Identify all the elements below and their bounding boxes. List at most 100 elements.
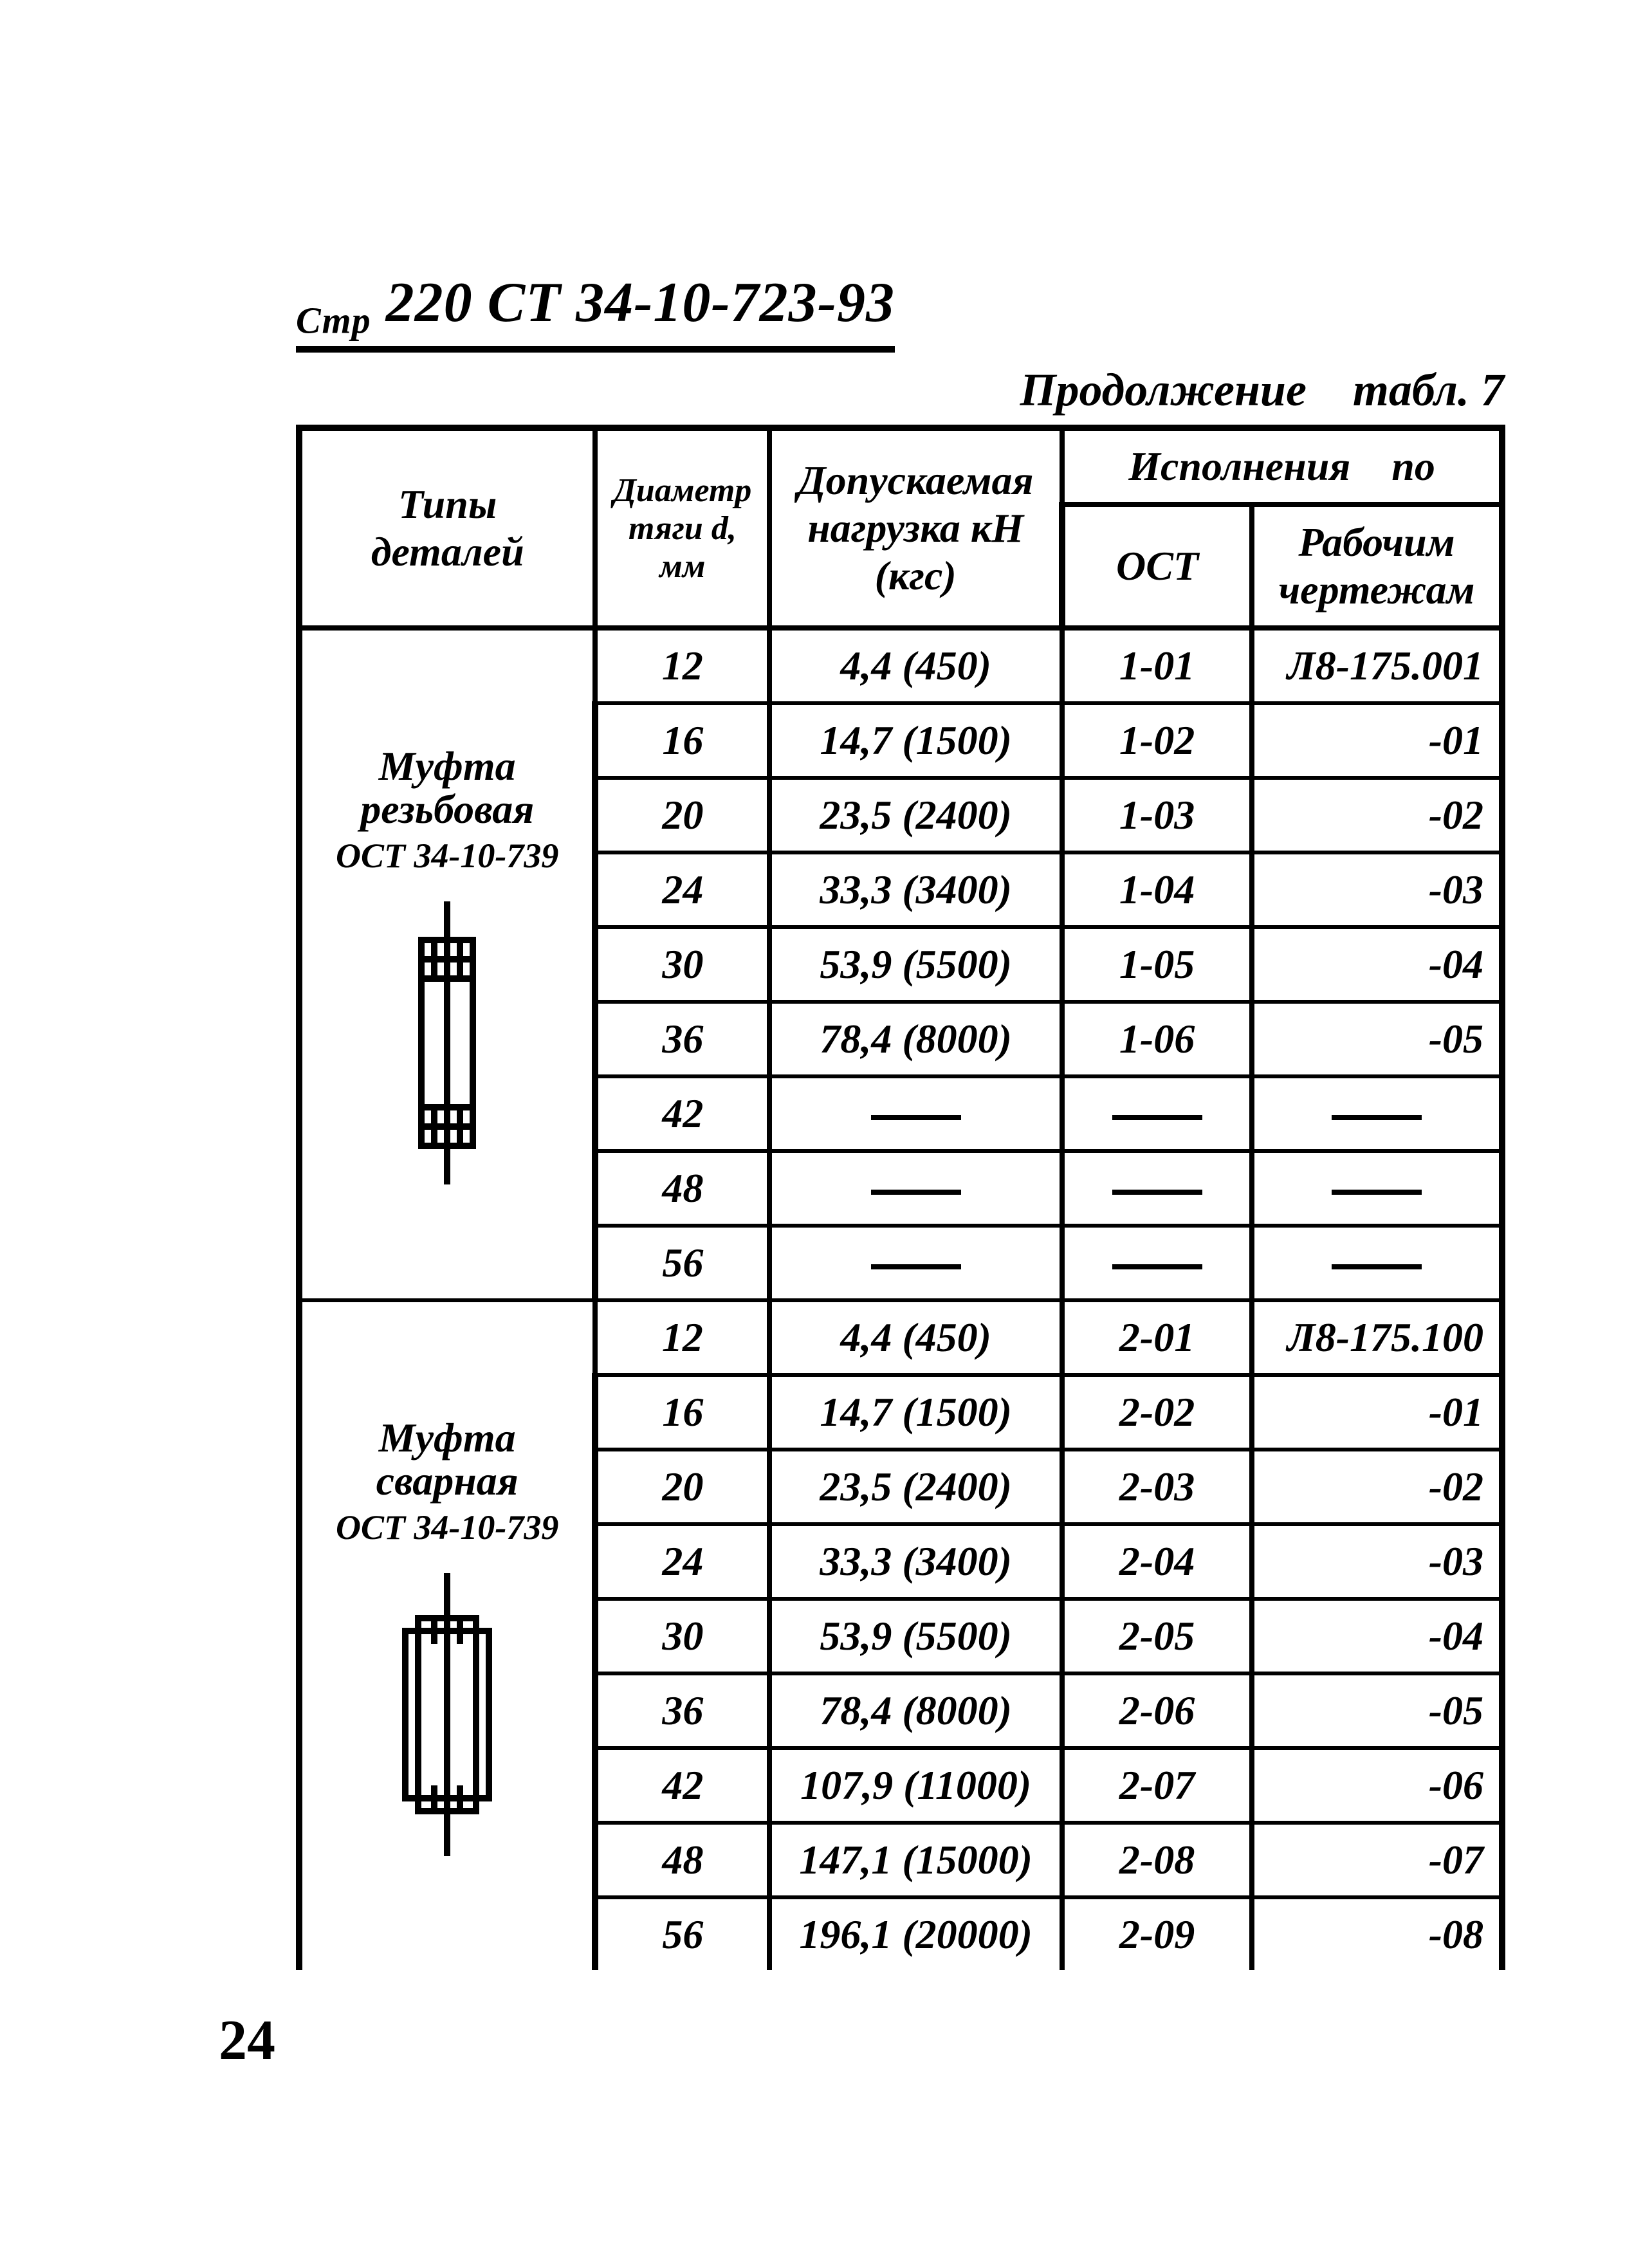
table-cell: 1-06: [1062, 1002, 1252, 1076]
table-cell: 107,9 (11000): [769, 1748, 1062, 1823]
table-cell: 36: [595, 1002, 769, 1076]
table-cell: -01: [1252, 1375, 1502, 1450]
dash-icon: [1112, 1190, 1202, 1195]
col-header-load: Допускаемая нагрузка кН (кгс): [769, 428, 1062, 628]
table-cell: 2-09: [1062, 1897, 1252, 1970]
page-header: Стр 220 СТ 34-10-723-93: [296, 270, 895, 353]
table-cell: 14,7 (1500): [769, 1375, 1062, 1450]
header-code: 220 СТ 34-10-723-93: [371, 272, 895, 334]
table-cell: 36: [595, 1673, 769, 1748]
table-cell: 56: [595, 1897, 769, 1970]
col-header-diameter: Диаметр тяги d, мм: [595, 428, 769, 628]
spec-table: Типы деталей Диаметр тяги d, мм Допускае…: [296, 425, 1505, 1970]
continuation-label: Продолжение табл. 7: [1020, 364, 1504, 417]
table-cell: 147,1 (15000): [769, 1823, 1062, 1897]
table-cell: 53,9 (5500): [769, 927, 1062, 1002]
table-cell: 53,9 (5500): [769, 1599, 1062, 1673]
dash-icon: [871, 1190, 961, 1195]
table-cell: 48: [595, 1151, 769, 1226]
table-cell: [1062, 1226, 1252, 1300]
dash-icon: [871, 1115, 961, 1120]
table-cell: 12: [595, 628, 769, 703]
table-cell: [1062, 1076, 1252, 1151]
table-cell: 14,7 (1500): [769, 703, 1062, 778]
table-cell: 1-05: [1062, 927, 1252, 1002]
table-cell: -08: [1252, 1897, 1502, 1970]
dash-icon: [1112, 1115, 1202, 1120]
table-cell: -03: [1252, 1524, 1502, 1599]
table-cell: 23,5 (2400): [769, 778, 1062, 852]
table-cell: 16: [595, 1375, 769, 1450]
dash-icon: [871, 1264, 961, 1269]
table-cell: [1062, 1151, 1252, 1226]
table-cell: 2-06: [1062, 1673, 1252, 1748]
type-title-0: Муфта резьбовая: [318, 744, 576, 831]
table-cell: 1-01: [1062, 628, 1252, 703]
table-cell: 4,4 (450): [769, 1300, 1062, 1375]
type-standard-1: ОСТ 34-10-739: [318, 1507, 576, 1547]
table-cell: 33,3 (3400): [769, 852, 1062, 927]
table-cell: -07: [1252, 1823, 1502, 1897]
table-cell: 20: [595, 778, 769, 852]
table-cell: 1-02: [1062, 703, 1252, 778]
dash-icon: [1332, 1190, 1422, 1195]
table-cell: 48: [595, 1823, 769, 1897]
table-cell: 12: [595, 1300, 769, 1375]
table-cell: 1-03: [1062, 778, 1252, 852]
table-cell: 78,4 (8000): [769, 1002, 1062, 1076]
coupling-welded-icon: [383, 1573, 511, 1856]
table-cell: 1-04: [1062, 852, 1252, 927]
dash-icon: [1112, 1264, 1202, 1269]
table-cell: -01: [1252, 703, 1502, 778]
table-cell: 42: [595, 1748, 769, 1823]
dash-icon: [1332, 1115, 1422, 1120]
table-cell: 33,3 (3400): [769, 1524, 1062, 1599]
table-cell: -05: [1252, 1673, 1502, 1748]
table-cell: -06: [1252, 1748, 1502, 1823]
table-cell: [1252, 1151, 1502, 1226]
table-cell: 2-07: [1062, 1748, 1252, 1823]
table-cell: 23,5 (2400): [769, 1450, 1062, 1524]
table-cell: [769, 1151, 1062, 1226]
col-header-drawings: Рабочим чертежам: [1252, 504, 1502, 628]
type-title-1: Муфта сварная: [318, 1416, 576, 1502]
type-cell-1: Муфта сварная ОСТ 34-10-739: [299, 1300, 595, 1970]
table-cell: -02: [1252, 778, 1502, 852]
table-cell: -05: [1252, 1002, 1502, 1076]
table-cell: 24: [595, 852, 769, 927]
table-cell: 78,4 (8000): [769, 1673, 1062, 1748]
table-cell: 42: [595, 1076, 769, 1151]
coupling-threaded-icon: [389, 901, 505, 1184]
header-prefix: Стр: [296, 300, 371, 342]
table-cell: Л8-175.001: [1252, 628, 1502, 703]
dash-icon: [1332, 1264, 1422, 1269]
page-number: 24: [219, 2008, 275, 2073]
table-cell: [1252, 1226, 1502, 1300]
table-cell: 4,4 (450): [769, 628, 1062, 703]
table-cell: 2-01: [1062, 1300, 1252, 1375]
table-cell: -03: [1252, 852, 1502, 927]
table-cell: 2-03: [1062, 1450, 1252, 1524]
table-cell: 56: [595, 1226, 769, 1300]
table-cell: 24: [595, 1524, 769, 1599]
table-cell: 2-08: [1062, 1823, 1252, 1897]
table-cell: 196,1 (20000): [769, 1897, 1062, 1970]
col-header-type: Типы деталей: [299, 428, 595, 628]
table-cell: -04: [1252, 1599, 1502, 1673]
table-cell: 2-02: [1062, 1375, 1252, 1450]
type-standard-0: ОСТ 34-10-739: [318, 836, 576, 876]
table-cell: Л8-175.100: [1252, 1300, 1502, 1375]
col-header-ost: ОСТ: [1062, 504, 1252, 628]
table-cell: -04: [1252, 927, 1502, 1002]
table-cell: 16: [595, 703, 769, 778]
type-cell-0: Муфта резьбовая ОСТ 34-10-739: [299, 628, 595, 1300]
table-cell: [769, 1226, 1062, 1300]
table-cell: [769, 1076, 1062, 1151]
table-cell: 2-04: [1062, 1524, 1252, 1599]
table-cell: 20: [595, 1450, 769, 1524]
table-cell: 30: [595, 1599, 769, 1673]
table-cell: [1252, 1076, 1502, 1151]
col-header-exec: Исполнения по: [1062, 428, 1502, 504]
table-cell: 30: [595, 927, 769, 1002]
table-cell: 2-05: [1062, 1599, 1252, 1673]
